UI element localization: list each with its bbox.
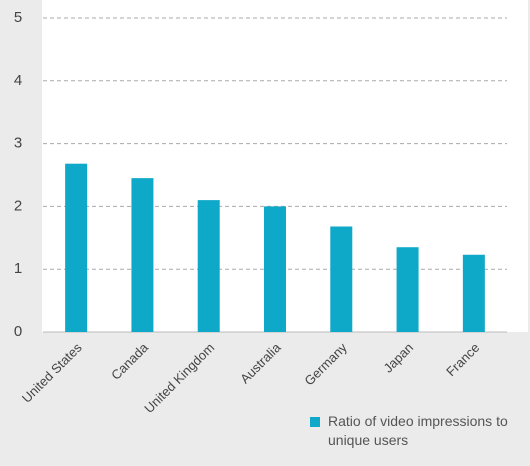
bar [197, 200, 220, 332]
y-tick-label: 0 [14, 323, 22, 340]
y-tick-label: 2 [14, 197, 22, 214]
y-tick-label: 1 [14, 260, 22, 277]
legend-label: Ratio of video impressions to unique use… [328, 413, 508, 448]
legend: Ratio of video impressions to unique use… [310, 412, 520, 450]
bar [264, 206, 286, 332]
legend-swatch [310, 417, 320, 427]
x-tick-label: United Kingdom [141, 340, 217, 416]
y-tick-label: 5 [14, 9, 22, 26]
y-tick-label: 4 [14, 72, 22, 89]
x-tick-label: Australia [237, 339, 284, 386]
bar [330, 226, 353, 332]
x-tick-label: France [443, 340, 482, 379]
x-tick-label: Germany [301, 340, 350, 389]
x-tick-label: Japan [380, 340, 416, 376]
x-tick-label: Canada [108, 339, 151, 382]
bar [65, 163, 88, 332]
y-tick-label: 3 [14, 135, 22, 152]
bar [462, 254, 485, 332]
x-tick-label: United States [19, 340, 85, 406]
bar [396, 247, 419, 332]
bar [131, 178, 154, 332]
